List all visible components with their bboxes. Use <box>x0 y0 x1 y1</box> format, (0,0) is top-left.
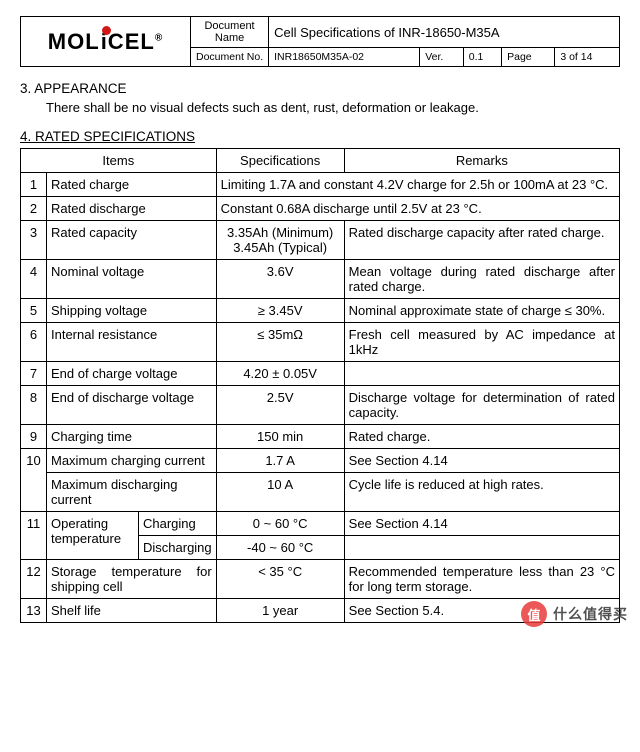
th-spec: Specifications <box>216 149 344 173</box>
table-row: 1 Rated charge Limiting 1.7A and constan… <box>21 173 620 197</box>
row-item-right: Discharging <box>139 536 217 560</box>
row-spec-full: Constant 0.68A discharge until 2.5V at 2… <box>216 197 619 221</box>
row-item: Charging time <box>47 425 217 449</box>
row-item-left: Operating temperature <box>47 512 139 560</box>
row-spec: 1 year <box>216 599 344 623</box>
row-num: 8 <box>21 386 47 425</box>
row-remark <box>344 362 619 386</box>
row-remark: Rated discharge capacity after rated cha… <box>344 221 619 260</box>
page-label: Page <box>502 48 555 67</box>
row-num: 5 <box>21 299 47 323</box>
page-value: 3 of 14 <box>555 48 620 67</box>
document-page: MOLiCEL® Document Name Cell Specificatio… <box>0 0 640 633</box>
doc-no-label: Document No. <box>191 48 269 67</box>
row-remark: Fresh cell measured by AC impedance at 1… <box>344 323 619 362</box>
row-remark: Nominal approximate state of charge ≤ 30… <box>344 299 619 323</box>
row-num: 6 <box>21 323 47 362</box>
spec-table: Items Specifications Remarks 1 Rated cha… <box>20 148 620 623</box>
table-row: Maximum discharging current 10 A Cycle l… <box>21 473 620 512</box>
row-spec: 1.7 A <box>216 449 344 473</box>
row-num: 2 <box>21 197 47 221</box>
table-row: 2 Rated discharge Constant 0.68A dischar… <box>21 197 620 221</box>
doc-name-label: Document Name <box>191 17 269 48</box>
th-items: Items <box>21 149 217 173</box>
row-spec: ≥ 3.45V <box>216 299 344 323</box>
section-appearance-body: There shall be no visual defects such as… <box>46 100 620 115</box>
th-remarks: Remarks <box>344 149 619 173</box>
row-item: Rated discharge <box>47 197 217 221</box>
row-num: 10 <box>21 449 47 512</box>
row-num: 12 <box>21 560 47 599</box>
row-spec: < 35 °C <box>216 560 344 599</box>
ver-value: 0.1 <box>463 48 501 67</box>
row-item: Maximum charging current <box>47 449 217 473</box>
row-spec: 0 ~ 60 °C <box>216 512 344 536</box>
table-row: 12 Storage temperature for shipping cell… <box>21 560 620 599</box>
row-remark: Discharge voltage for determination of r… <box>344 386 619 425</box>
row-remark: Rated charge. <box>344 425 619 449</box>
table-row: 3 Rated capacity 3.35Ah (Minimum) 3.45Ah… <box>21 221 620 260</box>
row-remark: Cycle life is reduced at high rates. <box>344 473 619 512</box>
section-appearance-title: 3. APPEARANCE <box>20 81 620 96</box>
header-table: MOLiCEL® Document Name Cell Specificatio… <box>20 16 620 67</box>
row-num: 9 <box>21 425 47 449</box>
row-spec: 2.5V <box>216 386 344 425</box>
watermark-badge-icon: 值 <box>521 601 547 627</box>
row-item: Rated charge <box>47 173 217 197</box>
row-spec-full: Limiting 1.7A and constant 4.2V charge f… <box>216 173 619 197</box>
logo-cell: MOLiCEL® <box>21 17 191 67</box>
watermark-text: 什么值得买 <box>553 604 628 624</box>
logo: MOLiCEL® <box>48 29 163 55</box>
row-spec: 3.6V <box>216 260 344 299</box>
ver-label: Ver. <box>420 48 464 67</box>
row-item: Storage temperature for shipping cell <box>47 560 217 599</box>
table-row: 6 Internal resistance ≤ 35mΩ Fresh cell … <box>21 323 620 362</box>
row-item: Nominal voltage <box>47 260 217 299</box>
watermark: 值 什么值得买 <box>521 601 628 627</box>
table-row: 10 Maximum charging current 1.7 A See Se… <box>21 449 620 473</box>
table-row: 9 Charging time 150 min Rated charge. <box>21 425 620 449</box>
row-num: 7 <box>21 362 47 386</box>
row-item: Rated capacity <box>47 221 217 260</box>
table-row: 4 Nominal voltage 3.6V Mean voltage duri… <box>21 260 620 299</box>
row-item: Internal resistance <box>47 323 217 362</box>
row-spec: 4.20 ± 0.05V <box>216 362 344 386</box>
table-row: 7 End of charge voltage 4.20 ± 0.05V <box>21 362 620 386</box>
row-num: 1 <box>21 173 47 197</box>
row-item-right: Charging <box>139 512 217 536</box>
row-spec: 3.35Ah (Minimum) 3.45Ah (Typical) <box>216 221 344 260</box>
table-row: 8 End of discharge voltage 2.5V Discharg… <box>21 386 620 425</box>
row-item: Maximum discharging current <box>47 473 217 512</box>
row-spec: ≤ 35mΩ <box>216 323 344 362</box>
row-remark: Recommended temperature less than 23 °C … <box>344 560 619 599</box>
table-row: 11 Operating temperature Charging 0 ~ 60… <box>21 512 620 536</box>
row-remark: See Section 4.14 <box>344 512 619 536</box>
row-remark: Mean voltage during rated discharge afte… <box>344 260 619 299</box>
row-item: End of discharge voltage <box>47 386 217 425</box>
row-spec: 10 A <box>216 473 344 512</box>
row-num: 11 <box>21 512 47 560</box>
row-num: 4 <box>21 260 47 299</box>
doc-no-value: INR18650M35A-02 <box>269 48 420 67</box>
row-num: 13 <box>21 599 47 623</box>
row-remark <box>344 536 619 560</box>
row-item: End of charge voltage <box>47 362 217 386</box>
row-remark: See Section 4.14 <box>344 449 619 473</box>
row-spec: -40 ~ 60 °C <box>216 536 344 560</box>
doc-name-value: Cell Specifications of INR-18650-M35A <box>269 17 620 48</box>
row-item: Shipping voltage <box>47 299 217 323</box>
section-rated-title: 4. RATED SPECIFICATIONS <box>20 129 620 144</box>
row-spec: 150 min <box>216 425 344 449</box>
table-row: 5 Shipping voltage ≥ 3.45V Nominal appro… <box>21 299 620 323</box>
row-num: 3 <box>21 221 47 260</box>
row-item: Shelf life <box>47 599 217 623</box>
